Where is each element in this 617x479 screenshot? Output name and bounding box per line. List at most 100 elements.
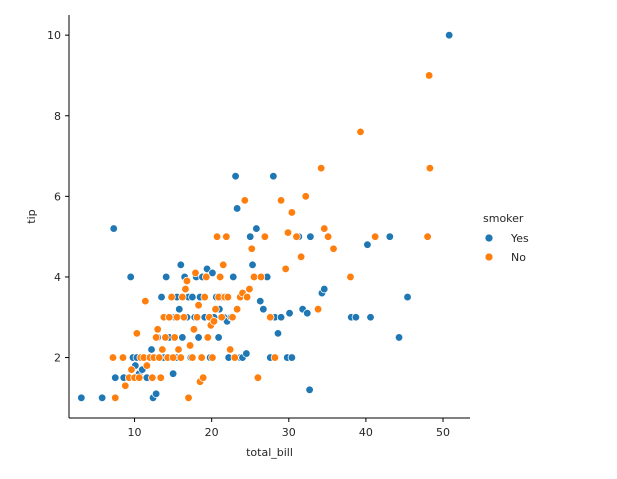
data-point xyxy=(108,353,118,362)
data-point xyxy=(425,163,435,173)
data-point xyxy=(157,292,166,302)
data-point xyxy=(142,361,152,370)
data-point xyxy=(394,333,404,342)
data-point xyxy=(316,163,326,173)
data-point xyxy=(266,313,275,322)
data-point xyxy=(178,333,187,342)
data-point xyxy=(127,365,136,374)
data-point xyxy=(247,244,256,253)
data-point xyxy=(211,305,220,314)
data-point xyxy=(188,292,197,302)
data-point xyxy=(370,232,380,241)
data-point xyxy=(156,373,165,382)
data-point xyxy=(351,313,361,322)
y-tick-label: 2 xyxy=(54,352,61,365)
x-tick-label: 20 xyxy=(205,426,219,439)
data-point xyxy=(202,272,211,282)
data-point xyxy=(246,232,255,241)
y-tick-label: 10 xyxy=(47,29,61,42)
data-point xyxy=(214,333,223,342)
data-point xyxy=(208,353,217,362)
data-point xyxy=(194,300,203,310)
data-point xyxy=(121,381,130,390)
legend-label: Yes xyxy=(510,232,529,245)
data-point xyxy=(168,353,178,362)
data-point xyxy=(240,196,249,205)
data-point xyxy=(185,341,195,350)
data-point xyxy=(194,333,203,342)
data-point xyxy=(151,333,161,342)
y-axis-ticks: 2 4 6 8 10 xyxy=(47,29,69,365)
data-point xyxy=(296,252,306,261)
data-point xyxy=(320,284,329,294)
data-point xyxy=(363,240,372,249)
data-point xyxy=(287,353,297,362)
data-point xyxy=(188,353,197,362)
data-point xyxy=(230,353,239,362)
data-point xyxy=(197,353,206,362)
data-point xyxy=(203,333,212,342)
data-point xyxy=(111,393,120,403)
data-point xyxy=(301,192,310,201)
data-point xyxy=(252,224,261,233)
data-point xyxy=(109,224,118,233)
data-point xyxy=(259,305,268,314)
data-point xyxy=(161,272,171,282)
data-point xyxy=(178,292,187,302)
data-point xyxy=(148,373,157,382)
legend-marker xyxy=(484,233,494,243)
data-point xyxy=(228,313,237,322)
data-point xyxy=(423,232,432,241)
data-point xyxy=(285,309,294,318)
data-point xyxy=(403,292,412,302)
data-point xyxy=(165,313,174,322)
y-tick-label: 4 xyxy=(54,271,61,284)
data-point xyxy=(242,349,251,358)
data-point xyxy=(217,313,226,322)
data-point xyxy=(306,232,315,241)
series-no xyxy=(108,71,435,403)
data-point xyxy=(249,272,259,282)
legend: smoker Yes No xyxy=(483,212,529,264)
data-point xyxy=(232,305,242,314)
data-point xyxy=(424,71,434,80)
data-point xyxy=(313,305,323,314)
data-point xyxy=(172,313,182,322)
data-point xyxy=(231,172,240,181)
y-tick-label: 8 xyxy=(54,110,61,123)
data-point xyxy=(283,228,293,237)
data-point xyxy=(191,268,200,278)
data-point xyxy=(155,353,164,362)
data-point xyxy=(276,196,286,205)
data-point xyxy=(292,232,301,241)
x-tick-label: 50 xyxy=(436,426,450,439)
data-point xyxy=(260,232,270,241)
data-point xyxy=(126,272,135,282)
x-tick-label: 10 xyxy=(128,426,142,439)
data-point xyxy=(445,30,454,40)
data-point xyxy=(135,373,144,382)
data-point xyxy=(223,292,233,302)
data-point xyxy=(276,313,286,322)
points-layer xyxy=(77,30,454,403)
data-point xyxy=(270,353,280,362)
data-point xyxy=(222,232,231,241)
data-point xyxy=(366,313,375,322)
data-point xyxy=(111,373,120,382)
y-tick-label: 6 xyxy=(54,190,61,203)
data-point xyxy=(161,333,170,342)
data-point xyxy=(175,305,184,314)
data-point xyxy=(248,260,257,270)
data-point xyxy=(273,329,283,338)
legend-items: Yes No xyxy=(484,232,529,264)
legend-marker xyxy=(484,252,494,262)
data-point xyxy=(329,244,338,253)
data-point xyxy=(215,272,225,282)
data-point xyxy=(158,345,167,354)
x-axis-label: total_bill xyxy=(246,446,293,459)
data-point xyxy=(303,309,312,318)
data-point xyxy=(356,127,365,137)
data-point xyxy=(245,284,254,294)
y-axis-label: tip xyxy=(25,209,38,223)
